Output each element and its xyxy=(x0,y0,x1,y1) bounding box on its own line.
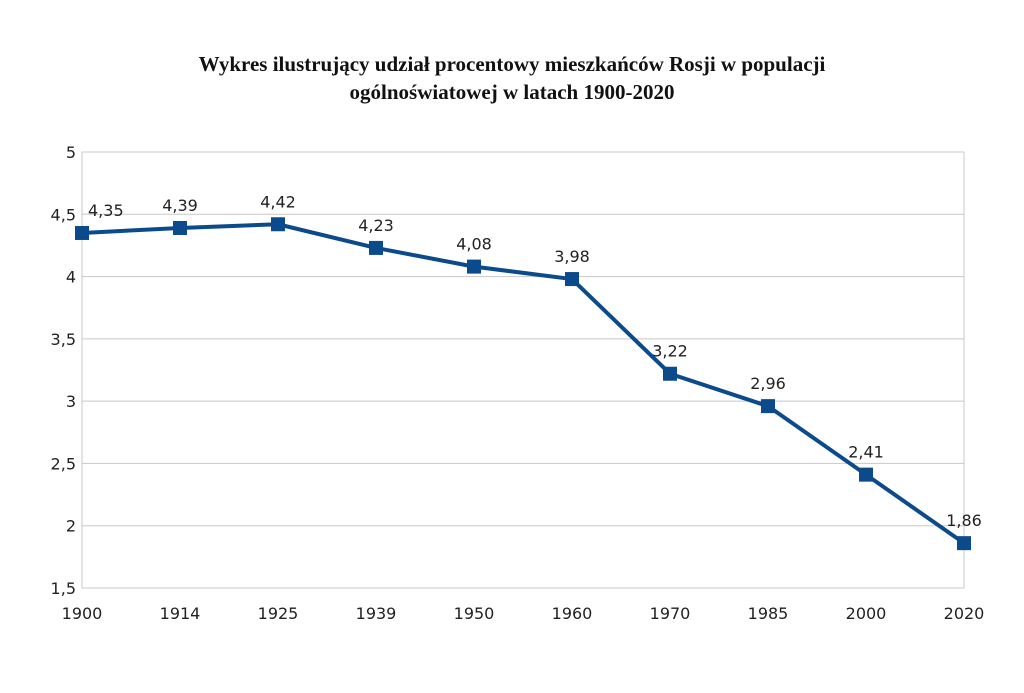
chart-title: Wykres ilustrujący udział procentowy mie… xyxy=(0,50,1024,106)
x-tick-label: 1925 xyxy=(258,604,299,623)
y-tick-label: 4,5 xyxy=(51,205,76,224)
data-point-marker xyxy=(369,240,383,255)
data-label: 4,39 xyxy=(162,196,198,215)
data-point-marker xyxy=(957,536,971,551)
x-tick-label: 1939 xyxy=(356,604,397,623)
y-tick-label: 3,5 xyxy=(51,330,76,349)
x-tick-label: 1914 xyxy=(160,604,201,623)
x-tick-label: 1900 xyxy=(62,604,103,623)
y-tick-label: 5 xyxy=(66,143,76,162)
x-tick-label: 1960 xyxy=(552,604,593,623)
data-point-marker xyxy=(75,225,89,240)
x-tick-label: 1970 xyxy=(650,604,691,623)
data-label: 2,96 xyxy=(750,374,786,393)
data-label: 4,42 xyxy=(260,192,296,211)
data-point-marker xyxy=(565,272,579,287)
x-tick-label: 1950 xyxy=(454,604,495,623)
data-point-marker xyxy=(663,366,677,381)
x-tick-label: 1985 xyxy=(748,604,789,623)
y-tick-label: 1,5 xyxy=(51,579,76,598)
x-tick-label: 2020 xyxy=(944,604,985,623)
y-tick-label: 2 xyxy=(66,517,76,536)
y-tick-label: 3 xyxy=(66,392,76,411)
data-label: 2,41 xyxy=(848,443,884,462)
chart-title-line-1: Wykres ilustrujący udział procentowy mie… xyxy=(198,52,826,76)
series-line xyxy=(81,222,966,545)
y-tick-label: 4 xyxy=(66,268,76,287)
data-point-marker xyxy=(859,467,873,482)
data-point-marker xyxy=(761,399,775,414)
data-label: 4,23 xyxy=(358,216,394,235)
chart-title-line-2: ogólnoświatowej w latach 1900-2020 xyxy=(349,80,675,104)
data-label: 1,86 xyxy=(946,511,982,530)
data-label: 4,08 xyxy=(456,235,492,254)
x-tick-label: 2000 xyxy=(846,604,887,623)
data-point-marker xyxy=(271,217,285,232)
data-point-marker xyxy=(467,259,481,274)
data-label: 4,35 xyxy=(88,201,124,220)
data-label: 3,98 xyxy=(554,247,590,266)
data-label: 3,22 xyxy=(652,342,688,361)
y-tick-label: 2,5 xyxy=(51,454,76,473)
data-point-marker xyxy=(173,220,187,235)
